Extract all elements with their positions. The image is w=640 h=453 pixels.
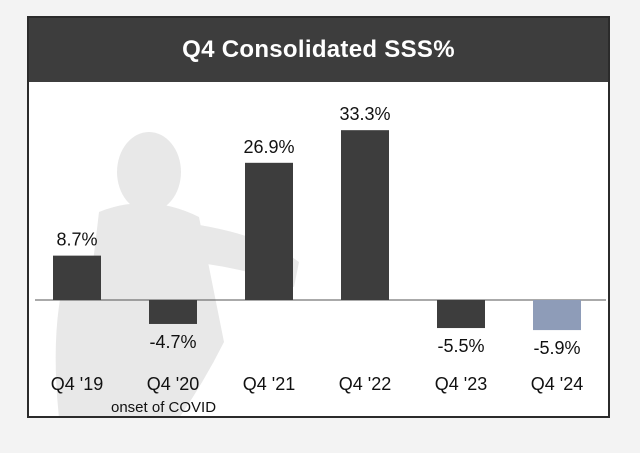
bar-chart: 8.7% Q4 '19 -4.7% Q4 '20 26.9% Q4 '21 33.3% Q4 … (35, 104, 606, 394)
bar-q420 (149, 300, 197, 324)
data-label-q419: 8.7% (56, 230, 97, 250)
category-label-q419: Q4 '19 (51, 374, 103, 394)
category-label-q422: Q4 '22 (339, 374, 391, 394)
data-label-q421: 26.9% (243, 137, 294, 157)
bar-q419 (53, 255, 101, 300)
bar-q422 (341, 130, 389, 300)
category-label-q423: Q4 '23 (435, 374, 487, 394)
bar-q423 (437, 300, 485, 329)
bar-q424 (533, 300, 581, 331)
data-label-q422: 33.3% (339, 104, 390, 124)
category-label-q424: Q4 '24 (531, 374, 583, 394)
category-label-q421: Q4 '21 (243, 374, 295, 394)
data-label-q423: -5.5% (437, 336, 484, 356)
annotation-onset-of-covid: onset of COVID (111, 399, 217, 416)
chart-title: Q4 Consolidated SSS% (29, 18, 608, 82)
category-label-q420: Q4 '20 (147, 374, 199, 394)
data-label-q420: -4.7% (149, 332, 196, 352)
chart-card: Q4 Consolidated SSS% 8.7% Q4 '19 -4.7% Q4 '… (27, 16, 610, 418)
data-label-q424: -5.9% (533, 338, 580, 358)
bar-q421 (245, 162, 293, 300)
